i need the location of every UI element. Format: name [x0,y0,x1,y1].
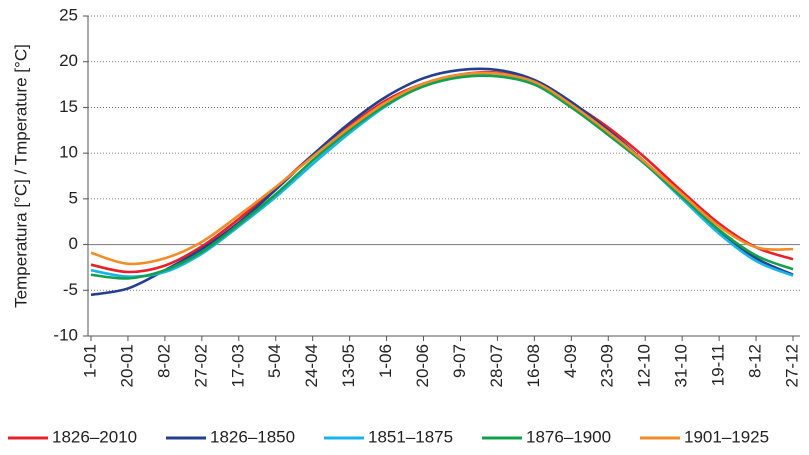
x-tick-label: 28-07 [487,344,506,387]
x-tick-label: 9-07 [450,344,469,378]
legend-label: 1851–1875 [368,427,453,446]
y-tick-label: -5 [63,280,78,299]
x-tick-label: 19-11 [709,344,728,386]
x-tick-label: 27-02 [191,344,210,387]
y-tick-label: 0 [69,234,78,253]
x-tick-label: 5-04 [265,344,284,378]
series-line [90,67,794,297]
x-tick-label: 23-09 [598,344,617,387]
x-tick-label: 4-09 [561,344,580,378]
series-line [90,71,794,266]
y-tick-label: 15 [59,97,78,116]
legend-label: 1826–1850 [210,427,295,446]
y-tick-label: 10 [59,143,78,162]
y-tick-label: 5 [69,188,78,207]
series-line [90,70,794,274]
x-tick-label: 16-08 [524,344,543,387]
legend-label: 1876–1900 [526,427,611,446]
x-tick-label: 20-06 [413,344,432,387]
y-tick-label: 20 [59,51,78,70]
legend-label: 1826–2010 [52,427,137,446]
series-line [90,74,794,280]
x-tick-label: 20-01 [117,344,136,387]
x-tick-label: 17-03 [228,344,247,387]
x-tick-label: 8-02 [154,344,173,378]
x-tick-label: 31-10 [672,344,691,387]
y-axis-title: Temperatura [°C] / Tmperature [°C] [11,44,30,308]
y-tick-label: 25 [59,5,78,24]
x-tick-label: 27-12 [782,344,801,387]
legend-label: 1901–1925 [684,427,769,446]
x-tick-label: 24-04 [302,344,321,387]
y-tick-label: -10 [53,325,78,344]
x-tick-label: 13-05 [339,344,358,387]
x-tick-label: 8-12 [746,344,765,378]
x-tick-label: 12-10 [635,344,654,387]
x-tick-label: 1-01 [80,344,99,378]
x-tick-label: 1-06 [376,344,395,378]
